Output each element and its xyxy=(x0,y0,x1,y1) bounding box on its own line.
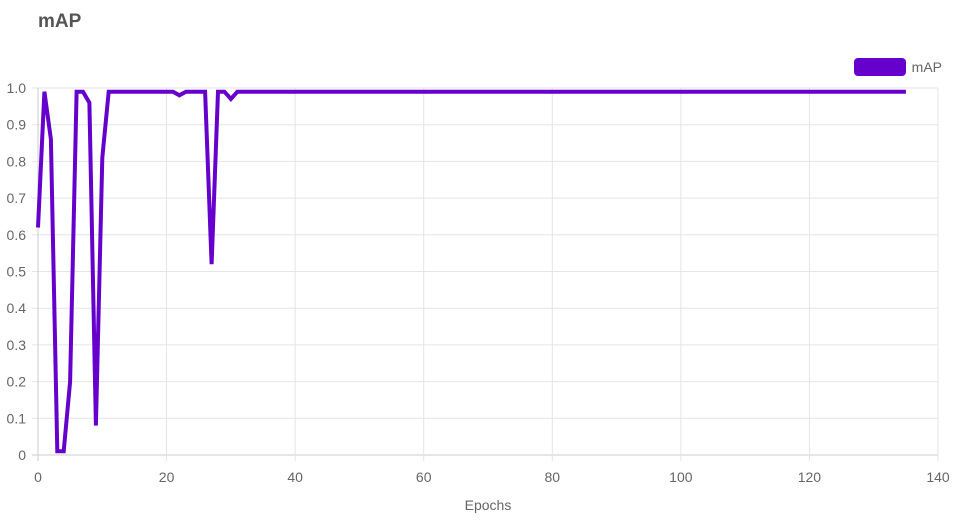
legend-swatch xyxy=(853,58,906,76)
x-tick-label: 0 xyxy=(34,469,42,485)
x-tick-label: 20 xyxy=(159,469,175,485)
y-tick-label: 0.3 xyxy=(7,337,27,353)
y-tick-label: 0.6 xyxy=(7,227,27,243)
chart-title: mAP xyxy=(38,11,82,32)
y-tick-label: 0 xyxy=(18,447,26,463)
x-axis-label: Epochs xyxy=(465,497,512,513)
x-tick-label: 60 xyxy=(416,469,432,485)
y-tick-label: 1.0 xyxy=(7,80,27,96)
y-tick-label: 0.2 xyxy=(7,374,27,390)
series-line-mAP xyxy=(36,89,906,454)
x-tick-label: 120 xyxy=(798,469,822,485)
y-tick-label: 0.9 xyxy=(7,117,27,133)
x-tick-label: 140 xyxy=(926,469,950,485)
y-tick-label: 0.4 xyxy=(7,300,27,316)
y-tick-label: 0.5 xyxy=(7,264,27,280)
y-tick-label: 0.8 xyxy=(7,153,27,169)
y-tick-label: 0.7 xyxy=(7,190,27,206)
legend-label: mAP xyxy=(911,59,942,75)
y-tick-label: 0.1 xyxy=(7,410,27,426)
x-tick-label: 40 xyxy=(287,469,303,485)
x-tick-label: 80 xyxy=(544,469,560,485)
x-tick-label: 100 xyxy=(669,469,693,485)
chart-legend[interactable]: mAP xyxy=(853,58,942,76)
